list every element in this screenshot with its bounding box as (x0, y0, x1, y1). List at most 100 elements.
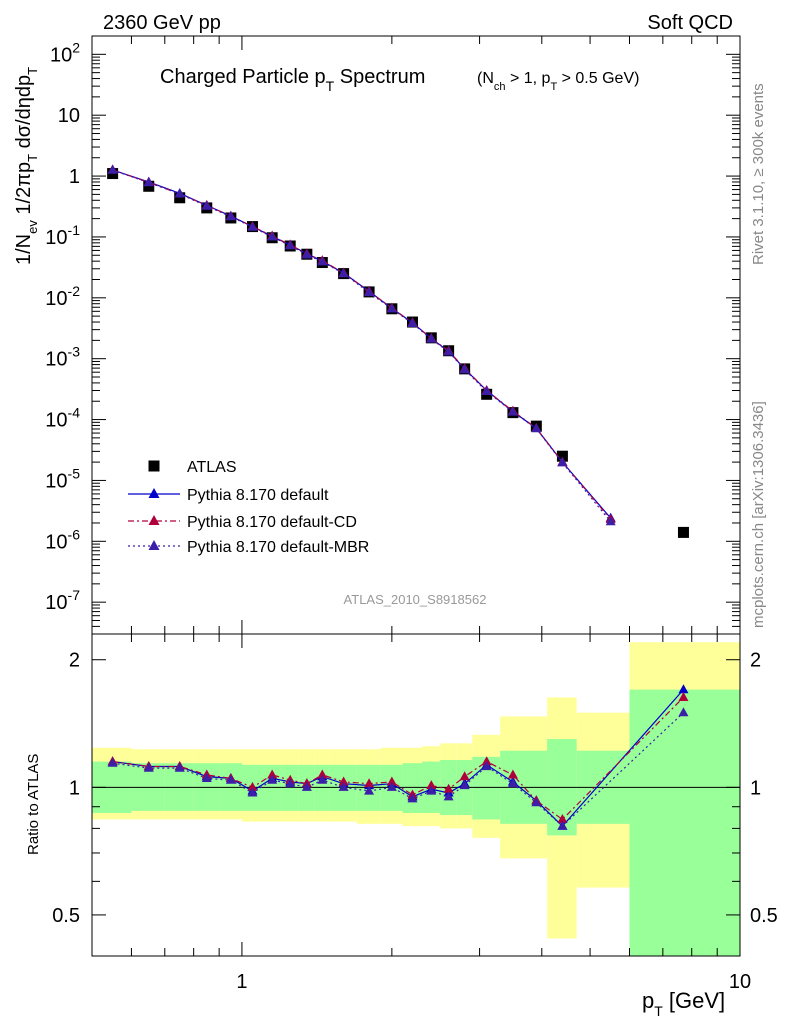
series-point-3 (443, 346, 454, 356)
series-point-3 (531, 423, 542, 433)
ratio-point-1 (507, 769, 518, 779)
ratio-line-2 (112, 712, 684, 827)
ratio-point-2 (338, 781, 349, 791)
ratio-point-2 (225, 774, 236, 784)
ratio-point-2 (364, 785, 375, 795)
ratio-point-1 (481, 756, 492, 766)
chart-title: Charged Particle pT Spectrum (160, 66, 425, 94)
series-point-3 (481, 386, 492, 396)
series-point-3 (247, 221, 258, 231)
ratio-point-1 (247, 781, 258, 791)
y-tick-label: 1 (69, 166, 80, 188)
atlas-point (556, 450, 568, 462)
legend-marker (148, 488, 160, 498)
series-point-3 (317, 256, 328, 266)
x-axis-label: pT [GeV] (642, 988, 725, 1019)
ratio-point-1 (459, 771, 470, 781)
series-point-3 (386, 303, 397, 313)
ratio-point-2 (174, 762, 185, 772)
ratio-point-1 (443, 783, 454, 793)
ratio-ticks: 0.5 0.5 1 1 2 2 (52, 634, 778, 956)
ratio-panel: 0.5 0.5 1 1 2 2 Ratio to ATLAS (25, 633, 778, 957)
ratio-point-2 (143, 762, 154, 772)
chart-subtitle: (Nch > 1, pT > 0.5 GeV) (477, 70, 639, 93)
x-axis-ticks: 1 10 (236, 971, 751, 993)
ratio-tick-label-left: 0.5 (52, 905, 80, 927)
ratio-point-2 (285, 778, 296, 788)
ratio-series (107, 684, 689, 830)
collision-label: 2360 GeV pp (103, 12, 221, 34)
ratio-line-1 (112, 696, 684, 821)
legend-marker (148, 540, 160, 550)
mcplots-label: mcplots.cern.ch [arXiv:1306.3436] (750, 401, 767, 628)
ratio-point-1 (317, 769, 328, 779)
y-tick-label: 10-3 (45, 344, 80, 371)
ratio-point-2 (407, 793, 418, 803)
series-point-3 (557, 457, 568, 467)
series-point-3 (143, 177, 154, 187)
series-point-3 (201, 200, 212, 210)
ratio-point-2 (386, 781, 397, 791)
legend-label: Pythia 8.170 default-CD (187, 514, 357, 531)
series-line-3 (112, 169, 612, 523)
ratio-point-2 (317, 774, 328, 784)
series-point-3 (107, 164, 118, 174)
series-point-3 (301, 249, 312, 259)
y-tick-label: 10 (58, 105, 80, 127)
ratio-point-2 (459, 780, 470, 790)
series-point-3 (364, 287, 375, 297)
y-tick-label: 10-7 (45, 587, 80, 614)
legend-marker (148, 515, 160, 525)
main-ticks: 102 10 1 10-1 10-2 10-3 10-4 10-5 10-6 10-7 (45, 35, 741, 635)
ratio-point-2 (443, 791, 454, 801)
main-series (107, 164, 689, 538)
ratio-point-1 (267, 769, 278, 779)
series-point-3 (174, 188, 185, 198)
ratio-tick-label-right: 0.5 (750, 905, 778, 927)
y-tick-label: 10-6 (45, 526, 80, 553)
atlas-point (143, 180, 155, 192)
ratio-point-1 (386, 776, 397, 786)
y-tick-label: 10-2 (45, 283, 80, 310)
ratio-point-2 (531, 797, 542, 807)
ratio-point-2 (507, 778, 518, 788)
series-point-3 (507, 406, 518, 416)
ratio-point-2 (247, 787, 258, 797)
ratio-point-2 (201, 772, 212, 782)
series-point-3 (225, 211, 236, 221)
y-tick-label: 10-1 (45, 222, 80, 249)
ratio-point-0 (678, 684, 689, 694)
y-tick-label: 10-4 (45, 405, 80, 432)
analysis-label: ATLAS_2010_S8918562 (344, 592, 487, 607)
rivet-version-label: Rivet 3.1.10, ≥ 300k events (750, 83, 767, 265)
legend-label: Pythia 8.170 default (187, 487, 329, 504)
ratio-point-2 (267, 774, 278, 784)
series-point-3 (459, 364, 470, 374)
ratio-point-1 (364, 778, 375, 788)
ratio-frame (91, 633, 741, 957)
x-tick-label: 1 (236, 971, 247, 993)
y-tick-label: 102 (50, 39, 80, 66)
ratio-point-2 (426, 785, 437, 795)
ratio-tick-label-right: 1 (750, 777, 761, 799)
legend: ATLAS Pythia 8.170 default Pythia 8.170 de… (128, 459, 369, 556)
category-label: Soft QCD (647, 12, 733, 34)
atlas-point (677, 526, 689, 538)
legend-marker-atlas (148, 460, 160, 472)
ratio-line-0 (112, 689, 684, 827)
legend-label: ATLAS (187, 459, 237, 476)
ratio-point-2 (481, 761, 492, 771)
ratio-point-2 (678, 707, 689, 717)
x-tick-label: 10 (729, 971, 751, 993)
ratio-point-1 (338, 776, 349, 786)
ratio-point-2 (557, 820, 568, 830)
ratio-tick-label-left: 1 (69, 777, 80, 799)
series-point-3 (267, 231, 278, 241)
ratio-point-1 (426, 780, 437, 790)
ratio-point-2 (301, 781, 312, 791)
main-panel: 102 10 1 10-1 10-2 10-3 10-4 10-5 10-6 10-7 Charg… (13, 35, 741, 635)
series-point-3 (285, 240, 296, 250)
atlas-point (174, 192, 186, 204)
series-point-3 (605, 516, 616, 526)
